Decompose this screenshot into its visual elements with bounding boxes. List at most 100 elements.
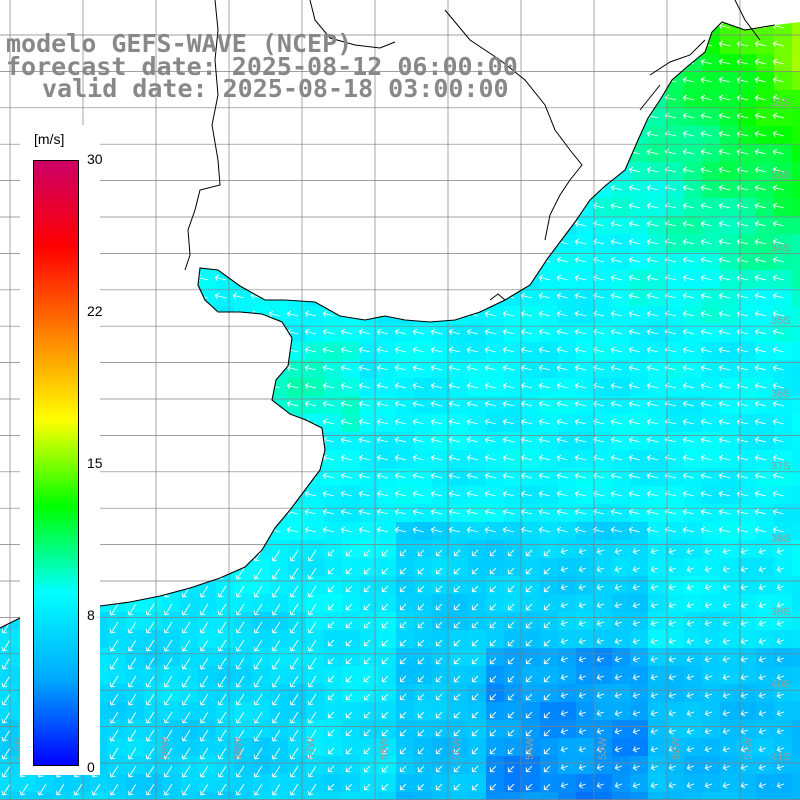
wind-arrow xyxy=(632,566,641,573)
wind-arrow xyxy=(217,603,227,616)
wind-cell xyxy=(108,648,126,666)
wind-cell xyxy=(594,612,612,630)
wind-cell xyxy=(0,702,18,720)
wind-arrow xyxy=(484,508,497,516)
wind-cell xyxy=(648,630,666,648)
wind-cell xyxy=(180,684,198,702)
wind-cell xyxy=(504,774,522,792)
wind-cell xyxy=(684,540,702,558)
colorbar-tick-8: 8 xyxy=(87,607,95,623)
wind-cell xyxy=(792,576,800,594)
wind-cell xyxy=(432,648,450,666)
wind-cell xyxy=(342,378,360,396)
wind-cell xyxy=(414,360,432,378)
wind-cell xyxy=(774,612,792,630)
wind-cell xyxy=(522,540,540,558)
wind-arrow xyxy=(489,585,497,593)
wind-cell xyxy=(756,342,774,360)
wind-cell xyxy=(684,558,702,576)
wind-cell xyxy=(594,432,612,450)
wind-cell xyxy=(288,558,306,576)
wind-arrow xyxy=(538,310,551,318)
wind-cell xyxy=(414,594,432,612)
wind-cell xyxy=(702,432,720,450)
wind-cell xyxy=(558,792,576,800)
wind-cell xyxy=(594,306,612,324)
wind-cell xyxy=(504,720,522,738)
wind-cell xyxy=(630,270,648,288)
wind-cell xyxy=(396,630,414,648)
wind-arrow xyxy=(381,747,389,755)
wind-arrow xyxy=(235,711,245,724)
wind-arrow xyxy=(322,472,335,480)
wind-arrow xyxy=(307,783,317,796)
wind-arrow xyxy=(632,692,641,699)
wind-arrow xyxy=(381,783,389,791)
wind-arrow xyxy=(682,130,695,138)
wind-cell xyxy=(540,468,558,486)
wind-arrow xyxy=(327,711,335,719)
wind-arrow xyxy=(574,238,587,246)
wind-cell xyxy=(792,414,800,432)
wind-cell xyxy=(684,216,702,234)
wind-cell xyxy=(522,666,540,684)
wind-arrow xyxy=(199,729,209,742)
wind-cell xyxy=(252,576,270,594)
wind-arrow xyxy=(560,746,569,753)
wind-cell xyxy=(270,792,288,800)
wind-cell xyxy=(504,738,522,756)
wind-cell xyxy=(126,738,144,756)
wind-cell xyxy=(612,450,630,468)
wind-arrow xyxy=(543,585,551,593)
wind-cell xyxy=(0,648,18,666)
wind-cell xyxy=(702,126,720,144)
wind-cell xyxy=(774,72,792,90)
wind-arrow xyxy=(596,728,605,735)
wind-cell xyxy=(630,612,648,630)
wind-cell xyxy=(504,522,522,540)
wind-arrow xyxy=(543,765,551,773)
wind-cell xyxy=(468,504,486,522)
wind-arrow xyxy=(399,693,407,701)
wind-arrow xyxy=(704,728,713,735)
wind-cell xyxy=(540,576,558,594)
wind-cell xyxy=(540,432,558,450)
wind-arrow xyxy=(646,238,659,246)
wind-arrow xyxy=(327,765,335,773)
wind-arrow xyxy=(754,526,767,534)
wind-cell xyxy=(720,54,738,72)
wind-arrow xyxy=(304,310,317,318)
wind-cell xyxy=(486,468,504,486)
wind-cell xyxy=(378,630,396,648)
wind-arrow xyxy=(376,418,389,426)
wind-cell xyxy=(162,594,180,612)
wind-arrow xyxy=(304,490,317,498)
wind-arrow xyxy=(181,675,191,688)
wind-cell xyxy=(792,648,800,666)
wind-arrow xyxy=(322,400,335,408)
wind-cell xyxy=(756,666,774,684)
wind-arrow xyxy=(592,382,605,390)
wind-cell xyxy=(216,792,234,800)
wind-arrow xyxy=(700,346,713,354)
wind-cell xyxy=(450,558,468,576)
coastline-north xyxy=(184,0,761,301)
wind-arrow xyxy=(412,436,425,444)
wind-cell xyxy=(504,594,522,612)
wind-cell xyxy=(612,558,630,576)
wind-cell xyxy=(522,684,540,702)
wind-cell xyxy=(684,702,702,720)
wind-arrow xyxy=(394,382,407,390)
wind-arrow xyxy=(772,58,785,66)
wind-cell xyxy=(738,558,756,576)
wind-cell xyxy=(72,774,90,792)
wind-cell xyxy=(180,774,198,792)
wind-cell xyxy=(558,648,576,666)
wind-cell xyxy=(288,576,306,594)
wind-arrow xyxy=(235,693,245,706)
wind-cell xyxy=(486,720,504,738)
wind-arrow xyxy=(327,657,335,665)
wind-cell xyxy=(252,594,270,612)
wind-cell xyxy=(576,450,594,468)
wind-arrow xyxy=(394,436,407,444)
